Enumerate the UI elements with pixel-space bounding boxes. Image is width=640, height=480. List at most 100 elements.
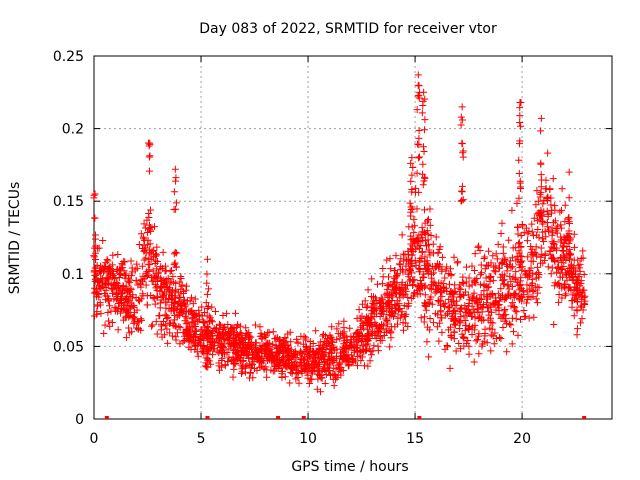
data-point [384, 298, 392, 306]
data-point [243, 350, 251, 358]
data-point [177, 274, 185, 282]
data-point [164, 339, 172, 347]
data-point [230, 360, 238, 368]
data-point [96, 301, 104, 309]
data-point [176, 309, 184, 317]
data-point [386, 343, 394, 351]
data-point [415, 154, 423, 162]
data-point [360, 362, 368, 370]
data-point [133, 317, 141, 325]
data-point [380, 300, 388, 308]
data-point [239, 356, 247, 364]
data-point [223, 310, 231, 318]
data-point [368, 275, 376, 283]
data-point [308, 375, 316, 383]
data-point [515, 169, 523, 177]
data-point [520, 306, 528, 314]
data-point [93, 302, 101, 310]
data-point [460, 334, 468, 342]
data-point [579, 247, 587, 255]
data-point [537, 183, 545, 191]
data-point [191, 295, 199, 303]
data-point [188, 294, 196, 302]
data-point [279, 353, 287, 361]
data-point [537, 212, 545, 220]
data-point [445, 308, 453, 316]
data-point [205, 328, 213, 336]
data-point [146, 152, 154, 160]
data-point [413, 169, 421, 177]
data-point [415, 94, 423, 102]
data-point [104, 279, 112, 287]
data-point [96, 268, 104, 276]
data-point [570, 243, 578, 251]
data-point [458, 187, 466, 195]
data-point [331, 375, 339, 383]
data-point [225, 345, 233, 353]
data-point [458, 330, 466, 338]
data-point [215, 359, 223, 367]
data-point [489, 277, 497, 285]
data-point [446, 364, 454, 372]
data-point [374, 280, 382, 288]
data-point [460, 279, 468, 287]
data-point [434, 249, 442, 257]
data-point [122, 334, 130, 342]
data-point [187, 338, 195, 346]
data-point [296, 359, 304, 367]
data-point [102, 296, 110, 304]
data-point [144, 236, 152, 244]
data-point [160, 280, 168, 288]
data-point [256, 363, 264, 371]
data-point [447, 332, 455, 340]
data-point [513, 278, 521, 286]
data-point [340, 331, 348, 339]
data-point [256, 323, 264, 331]
data-point [167, 278, 175, 286]
data-point [109, 272, 117, 280]
data-point [557, 224, 565, 232]
data-point [396, 304, 404, 312]
data-point [364, 340, 372, 348]
data-point [113, 307, 121, 315]
data-point [110, 281, 118, 289]
data-point [565, 227, 573, 235]
data-point [542, 185, 550, 193]
data-point [108, 261, 116, 269]
data-point [452, 316, 460, 324]
data-point [326, 333, 334, 341]
data-point [543, 207, 551, 215]
data-point [487, 347, 495, 355]
data-point [421, 237, 429, 245]
data-point [405, 299, 413, 307]
data-point [121, 295, 129, 303]
data-point [566, 255, 574, 263]
data-point [544, 149, 552, 157]
data-point [516, 137, 524, 145]
data-point [117, 305, 125, 313]
data-point [431, 310, 439, 318]
data-point [230, 337, 238, 345]
data-point [224, 321, 232, 329]
data-point [208, 303, 216, 311]
data-point [263, 373, 271, 381]
data-point [195, 306, 203, 314]
data-point [508, 282, 516, 290]
data-point [101, 321, 109, 329]
data-point [455, 340, 463, 348]
data-point [237, 330, 245, 338]
data-point [387, 329, 395, 337]
data-point [497, 285, 505, 293]
data-point [422, 306, 430, 314]
data-point [326, 367, 334, 375]
data-point [145, 213, 153, 221]
data-point [443, 287, 451, 295]
data-point [171, 259, 179, 267]
data-point [556, 208, 564, 216]
data-point [94, 290, 102, 298]
data-point [459, 153, 467, 161]
data-point [471, 276, 479, 284]
data-point [157, 263, 165, 271]
data-point [499, 243, 507, 251]
data-point [408, 245, 416, 253]
